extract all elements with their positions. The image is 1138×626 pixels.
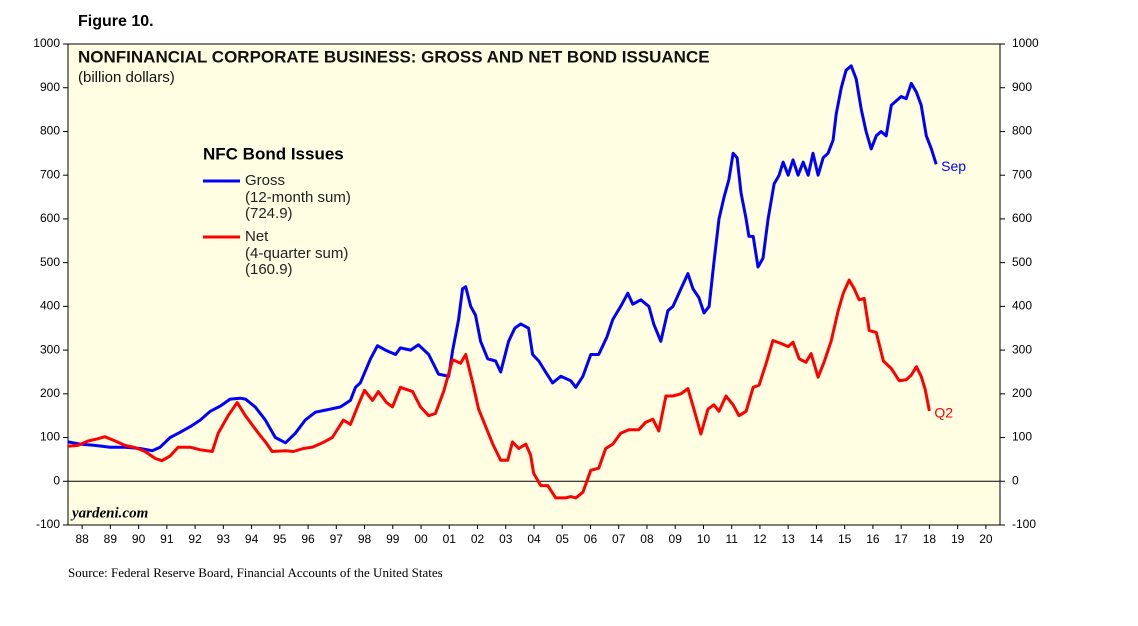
x-tick-label: 02 <box>471 532 485 546</box>
x-tick-label: 99 <box>386 532 400 546</box>
y2-tick-label: 500 <box>1012 255 1032 269</box>
y2-tick-label: -100 <box>1012 517 1036 531</box>
x-tick-label: 13 <box>782 532 796 546</box>
x-tick-label: 95 <box>273 532 287 546</box>
x-tick-label: 03 <box>499 532 513 546</box>
x-tick-label: 18 <box>923 532 937 546</box>
x-tick-label: 04 <box>527 532 541 546</box>
y2-tick-label: 900 <box>1012 80 1032 94</box>
y2-tick-label: 700 <box>1012 167 1032 181</box>
x-tick-label: 20 <box>979 532 993 546</box>
legend-note: (724.9) <box>245 205 293 222</box>
x-tick-label: 08 <box>640 532 654 546</box>
y2-tick-label: 800 <box>1012 124 1032 138</box>
y-tick-label: 400 <box>40 299 60 313</box>
end-label: Sep <box>941 158 966 174</box>
y2-tick-label: 400 <box>1012 299 1032 313</box>
y2-tick-label: 0 <box>1012 473 1019 487</box>
x-tick-label: 98 <box>358 532 372 546</box>
x-tick-label: 89 <box>104 532 118 546</box>
legend-label: Gross <box>245 172 285 189</box>
x-tick-label: 09 <box>669 532 683 546</box>
legend-title: NFC Bond Issues <box>203 144 344 163</box>
legend-note: (4-quarter sum) <box>245 245 348 262</box>
y2-tick-label: 600 <box>1012 211 1032 225</box>
y-tick-label: 900 <box>40 80 60 94</box>
y2-tick-label: 200 <box>1012 386 1032 400</box>
data-line <box>67 278 931 500</box>
x-tick-label: 17 <box>894 532 908 546</box>
y2-tick-label: 300 <box>1012 342 1032 356</box>
y-tick-label: -100 <box>36 517 60 531</box>
y2-tick-label: 100 <box>1012 430 1032 444</box>
x-tick-label: 11 <box>725 532 738 546</box>
y-tick-label: 100 <box>40 430 60 444</box>
x-tick-label: 06 <box>584 532 598 546</box>
x-tick-label: 14 <box>810 532 824 546</box>
x-tick-label: 94 <box>245 532 259 546</box>
y-tick-label: 300 <box>40 342 60 356</box>
figure-label: Figure 10. <box>78 13 154 30</box>
data-line <box>67 64 938 453</box>
x-tick-label: 16 <box>866 532 880 546</box>
x-tick-label: 05 <box>556 532 570 546</box>
y-tick-label: 700 <box>40 167 60 181</box>
x-tick-label: 91 <box>160 532 174 546</box>
x-tick-label: 12 <box>753 532 767 546</box>
x-tick-label: 00 <box>414 532 428 546</box>
x-tick-label: 15 <box>838 532 852 546</box>
y2-tick-label: 1000 <box>1012 36 1039 50</box>
x-tick-label: 10 <box>697 532 711 546</box>
y-tick-label: 600 <box>40 211 60 225</box>
watermark: yardeni.com <box>70 505 148 521</box>
x-tick-label: 97 <box>330 532 344 546</box>
end-label: Q2 <box>934 405 953 421</box>
y-tick-label: 200 <box>40 386 60 400</box>
chart-subtitle: (billion dollars) <box>78 69 175 86</box>
x-tick-label: 96 <box>301 532 315 546</box>
legend-note: (160.9) <box>245 261 293 278</box>
y-tick-label: 800 <box>40 124 60 138</box>
x-tick-label: 19 <box>951 532 965 546</box>
x-tick-label: 88 <box>75 532 89 546</box>
plot-area <box>67 43 1001 526</box>
legend-label: Net <box>245 228 269 245</box>
source-note: Source: Federal Reserve Board, Financial… <box>68 565 443 580</box>
chart-title: NONFINANCIAL CORPORATE BUSINESS: GROSS A… <box>78 47 710 66</box>
x-tick-label: 93 <box>217 532 231 546</box>
x-tick-label: 92 <box>188 532 202 546</box>
legend-note: (12-month sum) <box>245 189 351 206</box>
y-tick-label: 500 <box>40 255 60 269</box>
y-tick-label: 0 <box>53 473 60 487</box>
x-tick-label: 90 <box>132 532 146 546</box>
x-tick-label: 07 <box>612 532 626 546</box>
y-tick-label: 1000 <box>33 36 60 50</box>
x-tick-label: 01 <box>443 532 457 546</box>
